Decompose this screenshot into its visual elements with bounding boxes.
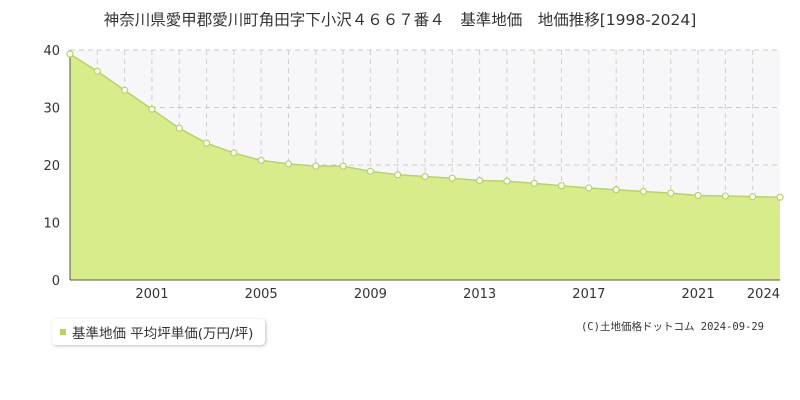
data-point: [93, 67, 101, 75]
y-tick-label: 30: [43, 102, 60, 117]
data-point: [257, 156, 265, 164]
data-point: [121, 86, 129, 94]
data-point: [612, 186, 620, 194]
y-tick-label: 10: [43, 217, 60, 232]
copyright-text: (C)土地価格ドットコム 2024-09-29: [580, 321, 764, 333]
data-point: [585, 184, 593, 192]
data-point: [721, 192, 729, 200]
x-tick-label: 2005: [245, 287, 278, 302]
x-tick-label: 2013: [463, 287, 496, 302]
chart-title: 神奈川県愛甲郡愛川町角田字下小沢４６６７番４ 基準地価 地価推移[1998-20…: [103, 11, 697, 29]
data-point: [66, 50, 74, 58]
data-point: [366, 167, 374, 175]
legend-label: 基準地価 平均坪単価(万円/坪): [72, 326, 254, 342]
legend: 基準地価 平均坪単価(万円/坪): [52, 319, 266, 345]
x-tick-label: 2021: [682, 287, 715, 302]
data-point: [202, 139, 211, 147]
y-tick-label: 0: [52, 274, 60, 289]
data-point: [694, 191, 702, 200]
data-point: [639, 187, 648, 196]
data-point: [776, 193, 784, 201]
data-point: [503, 177, 511, 185]
data-point: [557, 182, 566, 190]
data-point: [230, 149, 238, 157]
area-fill: [70, 54, 780, 281]
data-points: [66, 50, 784, 201]
data-point: [476, 176, 484, 185]
x-tick-label: 2017: [572, 287, 605, 302]
x-tick-label: 2001: [135, 287, 168, 302]
data-point: [312, 162, 320, 170]
data-point: [667, 189, 675, 197]
data-point: [148, 105, 156, 113]
y-tick-label: 20: [43, 159, 60, 174]
x-tick-label: 2009: [354, 287, 387, 302]
axes: [69, 50, 780, 281]
data-point: [339, 162, 347, 170]
data-point: [530, 179, 538, 187]
data-point: [394, 171, 402, 179]
legend-swatch: [60, 329, 66, 335]
y-tick-label: 40: [43, 44, 60, 59]
data-point: [175, 124, 183, 132]
tick-labels: 0 10 20 30 40 2001 2005 2009 2013 2017 2021 2024: [43, 44, 780, 302]
data-point: [284, 160, 293, 168]
x-tick-label: 2024: [747, 287, 780, 302]
data-point: [749, 193, 757, 201]
data-point: [448, 174, 456, 182]
data-point: [421, 172, 429, 181]
